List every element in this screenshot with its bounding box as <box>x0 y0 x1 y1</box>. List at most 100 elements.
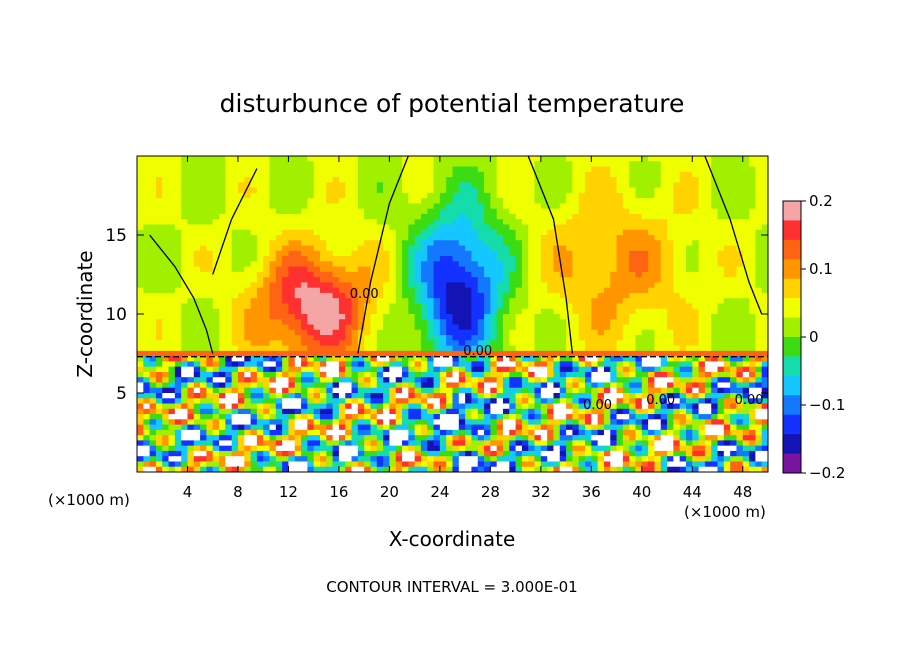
heatmap-cell <box>717 408 725 415</box>
heatmap-cell <box>237 356 245 362</box>
heatmap-cell <box>660 382 668 389</box>
heatmap-cell <box>237 366 245 373</box>
heatmap-cell <box>471 271 479 278</box>
heatmap-cell <box>155 398 163 405</box>
heatmap-cell <box>168 203 176 210</box>
heatmap-cell <box>591 393 599 399</box>
heatmap-cell <box>137 287 144 294</box>
heatmap-cell <box>509 240 517 247</box>
heatmap-cell <box>648 303 656 310</box>
heatmap-cell <box>717 398 725 405</box>
heatmap-cell <box>439 287 447 294</box>
heatmap-cell <box>509 171 517 178</box>
heatmap-cell <box>383 308 390 315</box>
heatmap-cell <box>332 393 340 399</box>
heatmap-cell <box>667 361 674 368</box>
heatmap-cell <box>193 314 201 320</box>
heatmap-cell <box>502 219 510 226</box>
heatmap-cell <box>496 340 504 347</box>
heatmap-cell <box>585 377 592 384</box>
heatmap-cell <box>484 403 491 410</box>
heatmap-cell <box>313 245 321 252</box>
heatmap-cell <box>736 198 744 204</box>
heatmap-cell <box>269 356 277 362</box>
heatmap-cell <box>591 203 599 210</box>
heatmap-cell <box>629 371 637 378</box>
heatmap-cell <box>679 403 687 410</box>
heatmap-cell <box>572 361 580 368</box>
heatmap-cell <box>730 377 738 384</box>
heatmap-cell <box>641 398 649 405</box>
heatmap-cell <box>540 345 548 352</box>
heatmap-cell <box>225 208 233 215</box>
heatmap-cell <box>559 366 567 373</box>
heatmap-cell <box>496 192 504 199</box>
heatmap-cell <box>648 350 656 357</box>
heatmap-cell <box>376 198 384 204</box>
heatmap-cell <box>540 361 548 368</box>
heatmap-cell <box>540 156 548 162</box>
heatmap-cell <box>534 382 542 389</box>
heatmap-cell <box>477 387 485 394</box>
heatmap-cell <box>414 203 422 210</box>
heatmap-cell <box>181 240 189 247</box>
heatmap-cell <box>465 266 473 273</box>
heatmap-cell <box>515 224 523 231</box>
heatmap-cell <box>200 266 208 273</box>
heatmap-cell <box>181 266 189 273</box>
heatmap-cell <box>414 219 422 226</box>
heatmap-cell <box>502 266 510 273</box>
heatmap-cell <box>534 314 542 320</box>
heatmap-cell <box>547 371 555 378</box>
heatmap-cell <box>660 203 668 210</box>
heatmap-cell <box>572 213 580 220</box>
heatmap-cell <box>219 198 226 204</box>
heatmap-cell <box>465 224 473 231</box>
heatmap-cell <box>237 340 245 347</box>
heatmap-cell <box>749 240 756 247</box>
heatmap-cell <box>742 250 750 257</box>
heatmap-cell <box>509 198 517 204</box>
heatmap-cell <box>458 235 466 241</box>
heatmap-cell <box>288 177 296 183</box>
heatmap-cell <box>484 324 491 331</box>
heatmap-cell <box>755 182 763 189</box>
heatmap-cell <box>673 387 681 394</box>
heatmap-cell <box>458 340 466 347</box>
heatmap-cell <box>673 335 681 341</box>
heatmap-cell <box>667 287 674 294</box>
heatmap-cell <box>212 245 220 252</box>
heatmap-cell <box>162 292 170 299</box>
heatmap-cell <box>370 166 378 173</box>
heatmap-cell <box>168 329 176 336</box>
heatmap-cell <box>654 340 662 347</box>
heatmap-cell <box>496 161 504 168</box>
heatmap-cell <box>534 240 542 247</box>
heatmap-cell <box>269 198 277 204</box>
heatmap-cell <box>301 340 308 347</box>
heatmap-cell <box>679 240 687 247</box>
heatmap-cell <box>383 156 390 162</box>
heatmap-cell <box>635 261 643 268</box>
heatmap-cell <box>572 377 580 384</box>
heatmap-cell <box>553 177 561 183</box>
heatmap-cell <box>698 219 706 226</box>
heatmap-cell <box>313 366 321 373</box>
heatmap-cell <box>319 324 327 331</box>
heatmap-cell <box>181 371 189 378</box>
heatmap-cell <box>610 303 618 310</box>
heatmap-cell <box>408 219 416 226</box>
heatmap-cell <box>572 224 580 231</box>
heatmap-cell <box>345 256 353 262</box>
heatmap-cell <box>155 371 163 378</box>
heatmap-cell <box>319 245 327 252</box>
heatmap-cell <box>502 350 510 357</box>
heatmap-cell <box>174 177 182 183</box>
heatmap-cell <box>414 303 422 310</box>
heatmap-cell <box>502 277 510 283</box>
heatmap-cell <box>345 271 353 278</box>
heatmap-cell <box>515 161 523 168</box>
heatmap-cell <box>502 393 510 399</box>
heatmap-cell <box>332 213 340 220</box>
heatmap-cell <box>187 277 195 283</box>
